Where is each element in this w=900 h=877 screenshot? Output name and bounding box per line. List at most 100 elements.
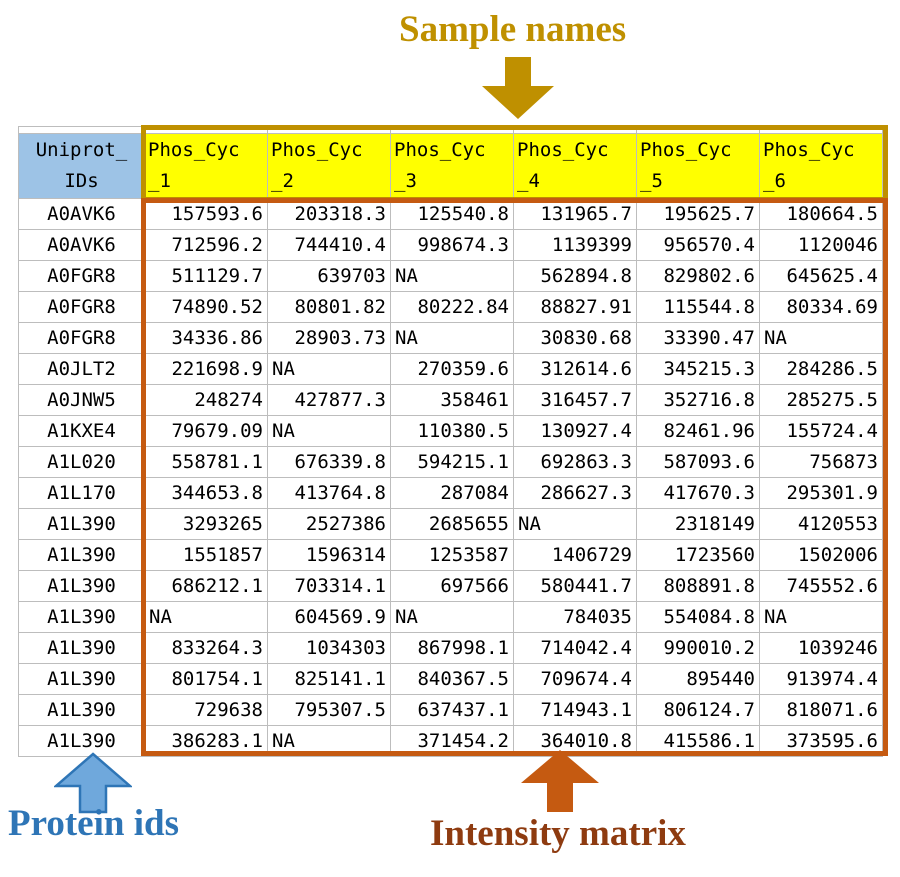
intensity-cell: 1039246 <box>759 632 883 664</box>
intensity-cell: NA <box>267 415 391 447</box>
table-row: A1L390 386283.1 NA 371454.2 364010.8 415586.1… <box>18 725 883 757</box>
protein-ids-label: Protein ids <box>8 803 179 844</box>
intensity-cell: 645625.4 <box>759 260 883 292</box>
intensity-cell: 1034303 <box>267 632 391 664</box>
intensity-cell: 316457.7 <box>513 384 637 416</box>
intensity-cell: 2318149 <box>636 508 760 540</box>
intensity-matrix-label: Intensity matrix <box>430 813 686 854</box>
intensity-cell: 580441.7 <box>513 570 637 602</box>
intensity-cell: 692863.3 <box>513 446 637 478</box>
intensity-cell: NA <box>390 601 514 633</box>
table-row: A0JNW5 248274 427877.3 358461 316457.7 352716… <box>18 384 883 416</box>
intensity-cell: 913974.4 <box>759 663 883 695</box>
uniprot-id-cell: A0FGR8 <box>18 322 145 354</box>
table-row: A1L390 686212.1 703314.1 697566 580441.7 8088… <box>18 570 883 602</box>
intensity-cell: 80334.69 <box>759 291 883 323</box>
intensity-cell: 155724.4 <box>759 415 883 447</box>
table-row: A1L390 3293265 2527386 2685655 NA 2318149 4120… <box>18 508 883 540</box>
intensity-cell: NA <box>513 508 637 540</box>
intensity-cell: 714042.4 <box>513 632 637 664</box>
intensity-cell: 221698.9 <box>144 353 268 385</box>
intensity-cell: 712596.2 <box>144 229 268 261</box>
intensity-cell: 594215.1 <box>390 446 514 478</box>
intensity-cell: 3293265 <box>144 508 268 540</box>
intensity-cell: 587093.6 <box>636 446 760 478</box>
intensity-cell: 28903.73 <box>267 322 391 354</box>
intensity-cell: 417670.3 <box>636 477 760 509</box>
table-row: A1L020 558781.1 676339.8 594215.1 692863.3 58… <box>18 446 883 478</box>
intensity-cell: 195625.7 <box>636 198 760 230</box>
intensity-cell: 833264.3 <box>144 632 268 664</box>
sample-header: Phos_Cyc _6 <box>759 133 883 199</box>
intensity-cell: 80801.82 <box>267 291 391 323</box>
intensity-cell: 358461 <box>390 384 514 416</box>
intensity-cell: 284286.5 <box>759 353 883 385</box>
intensity-cell: 110380.5 <box>390 415 514 447</box>
intensity-cell: 795307.5 <box>267 694 391 726</box>
sample-header: Phos_Cyc _5 <box>636 133 760 199</box>
sample-header: Phos_Cyc _3 <box>390 133 514 199</box>
intensity-cell: 88827.91 <box>513 291 637 323</box>
intensity-cell: 157593.6 <box>144 198 268 230</box>
intensity-cell: 709674.4 <box>513 663 637 695</box>
intensity-cell: 639703 <box>267 260 391 292</box>
intensity-cell: NA <box>759 601 883 633</box>
intensity-cell: 990010.2 <box>636 632 760 664</box>
intensity-cell: 285275.5 <box>759 384 883 416</box>
intensity-cell: 697566 <box>390 570 514 602</box>
table-row: A1L390 1551857 1596314 1253587 1406729 172356… <box>18 539 883 571</box>
table-header: Uniprot_ IDs Phos_Cyc _1 Phos_Cyc _2 Phos_… <box>18 126 883 199</box>
intensity-cell: 286627.3 <box>513 477 637 509</box>
intensity-cell: 756873 <box>759 446 883 478</box>
uniprot-id-cell: A1L390 <box>18 725 145 757</box>
intensity-cell: 287084 <box>390 477 514 509</box>
table-row: A0AVK6 157593.6 203318.3 125540.8 131965.7 19… <box>18 198 883 230</box>
header-row: Uniprot_ IDs Phos_Cyc _1 Phos_Cyc _2 Phos_… <box>18 133 883 199</box>
uniprot-ids-header: Uniprot_ IDs <box>18 133 145 199</box>
partial-grid-row <box>18 126 883 134</box>
intensity-cell: 1596314 <box>267 539 391 571</box>
intensity-cell: 295301.9 <box>759 477 883 509</box>
intensity-cell: 895440 <box>636 663 760 695</box>
intensity-cell: 180664.5 <box>759 198 883 230</box>
intensity-cell: 867998.1 <box>390 632 514 664</box>
intensity-cell: 637437.1 <box>390 694 514 726</box>
intensity-cell: 2527386 <box>267 508 391 540</box>
intensity-cell: 131965.7 <box>513 198 637 230</box>
sample-header: Phos_Cyc _1 <box>144 133 268 199</box>
uniprot-id-cell: A1KXE4 <box>18 415 145 447</box>
intensity-cell: 604569.9 <box>267 601 391 633</box>
table-row: A0FGR8 511129.7 639703 NA 562894.8 829802.6 64… <box>18 260 883 292</box>
intensity-cell: NA <box>267 353 391 385</box>
intensity-cell: NA <box>390 322 514 354</box>
intensity-cell: 729638 <box>144 694 268 726</box>
intensity-cell: 413764.8 <box>267 477 391 509</box>
intensity-cell: 34336.86 <box>144 322 268 354</box>
uniprot-id-cell: A1L390 <box>18 694 145 726</box>
intensity-cell: 1502006 <box>759 539 883 571</box>
table-row: A1KXE4 79679.09 NA 110380.5 130927.4 82461.96… <box>18 415 883 447</box>
uniprot-id-cell: A1L170 <box>18 477 145 509</box>
intensity-cell: 825141.1 <box>267 663 391 695</box>
spreadsheet-table: Uniprot_ IDs Phos_Cyc _1 Phos_Cyc _2 Phos_… <box>18 126 883 757</box>
intensity-cell: 2685655 <box>390 508 514 540</box>
table-row: A1L170 344653.8 413764.8 287084 286627.3 4176… <box>18 477 883 509</box>
intensity-cell: 676339.8 <box>267 446 391 478</box>
intensity-cell: 30830.68 <box>513 322 637 354</box>
intensity-cell: 956570.4 <box>636 229 760 261</box>
table-body: A0AVK6 157593.6 203318.3 125540.8 131965.7 19… <box>18 198 883 757</box>
sample-header: Phos_Cyc _2 <box>267 133 391 199</box>
uniprot-id-cell: A0JLT2 <box>18 353 145 385</box>
intensity-cell: 312614.6 <box>513 353 637 385</box>
intensity-cell: 784035 <box>513 601 637 633</box>
intensity-cell: 248274 <box>144 384 268 416</box>
intensity-cell: 558781.1 <box>144 446 268 478</box>
intensity-cell: NA <box>267 725 391 757</box>
uniprot-id-cell: A1L390 <box>18 508 145 540</box>
table-row: A1L390 833264.3 1034303 867998.1 714042.4 990… <box>18 632 883 664</box>
table-row: A0FGR8 34336.86 28903.73 NA 30830.68 33390.47… <box>18 322 883 354</box>
intensity-cell: 1723560 <box>636 539 760 571</box>
intensity-cell: 345215.3 <box>636 353 760 385</box>
intensity-cell: 1406729 <box>513 539 637 571</box>
intensity-cell: 33390.47 <box>636 322 760 354</box>
